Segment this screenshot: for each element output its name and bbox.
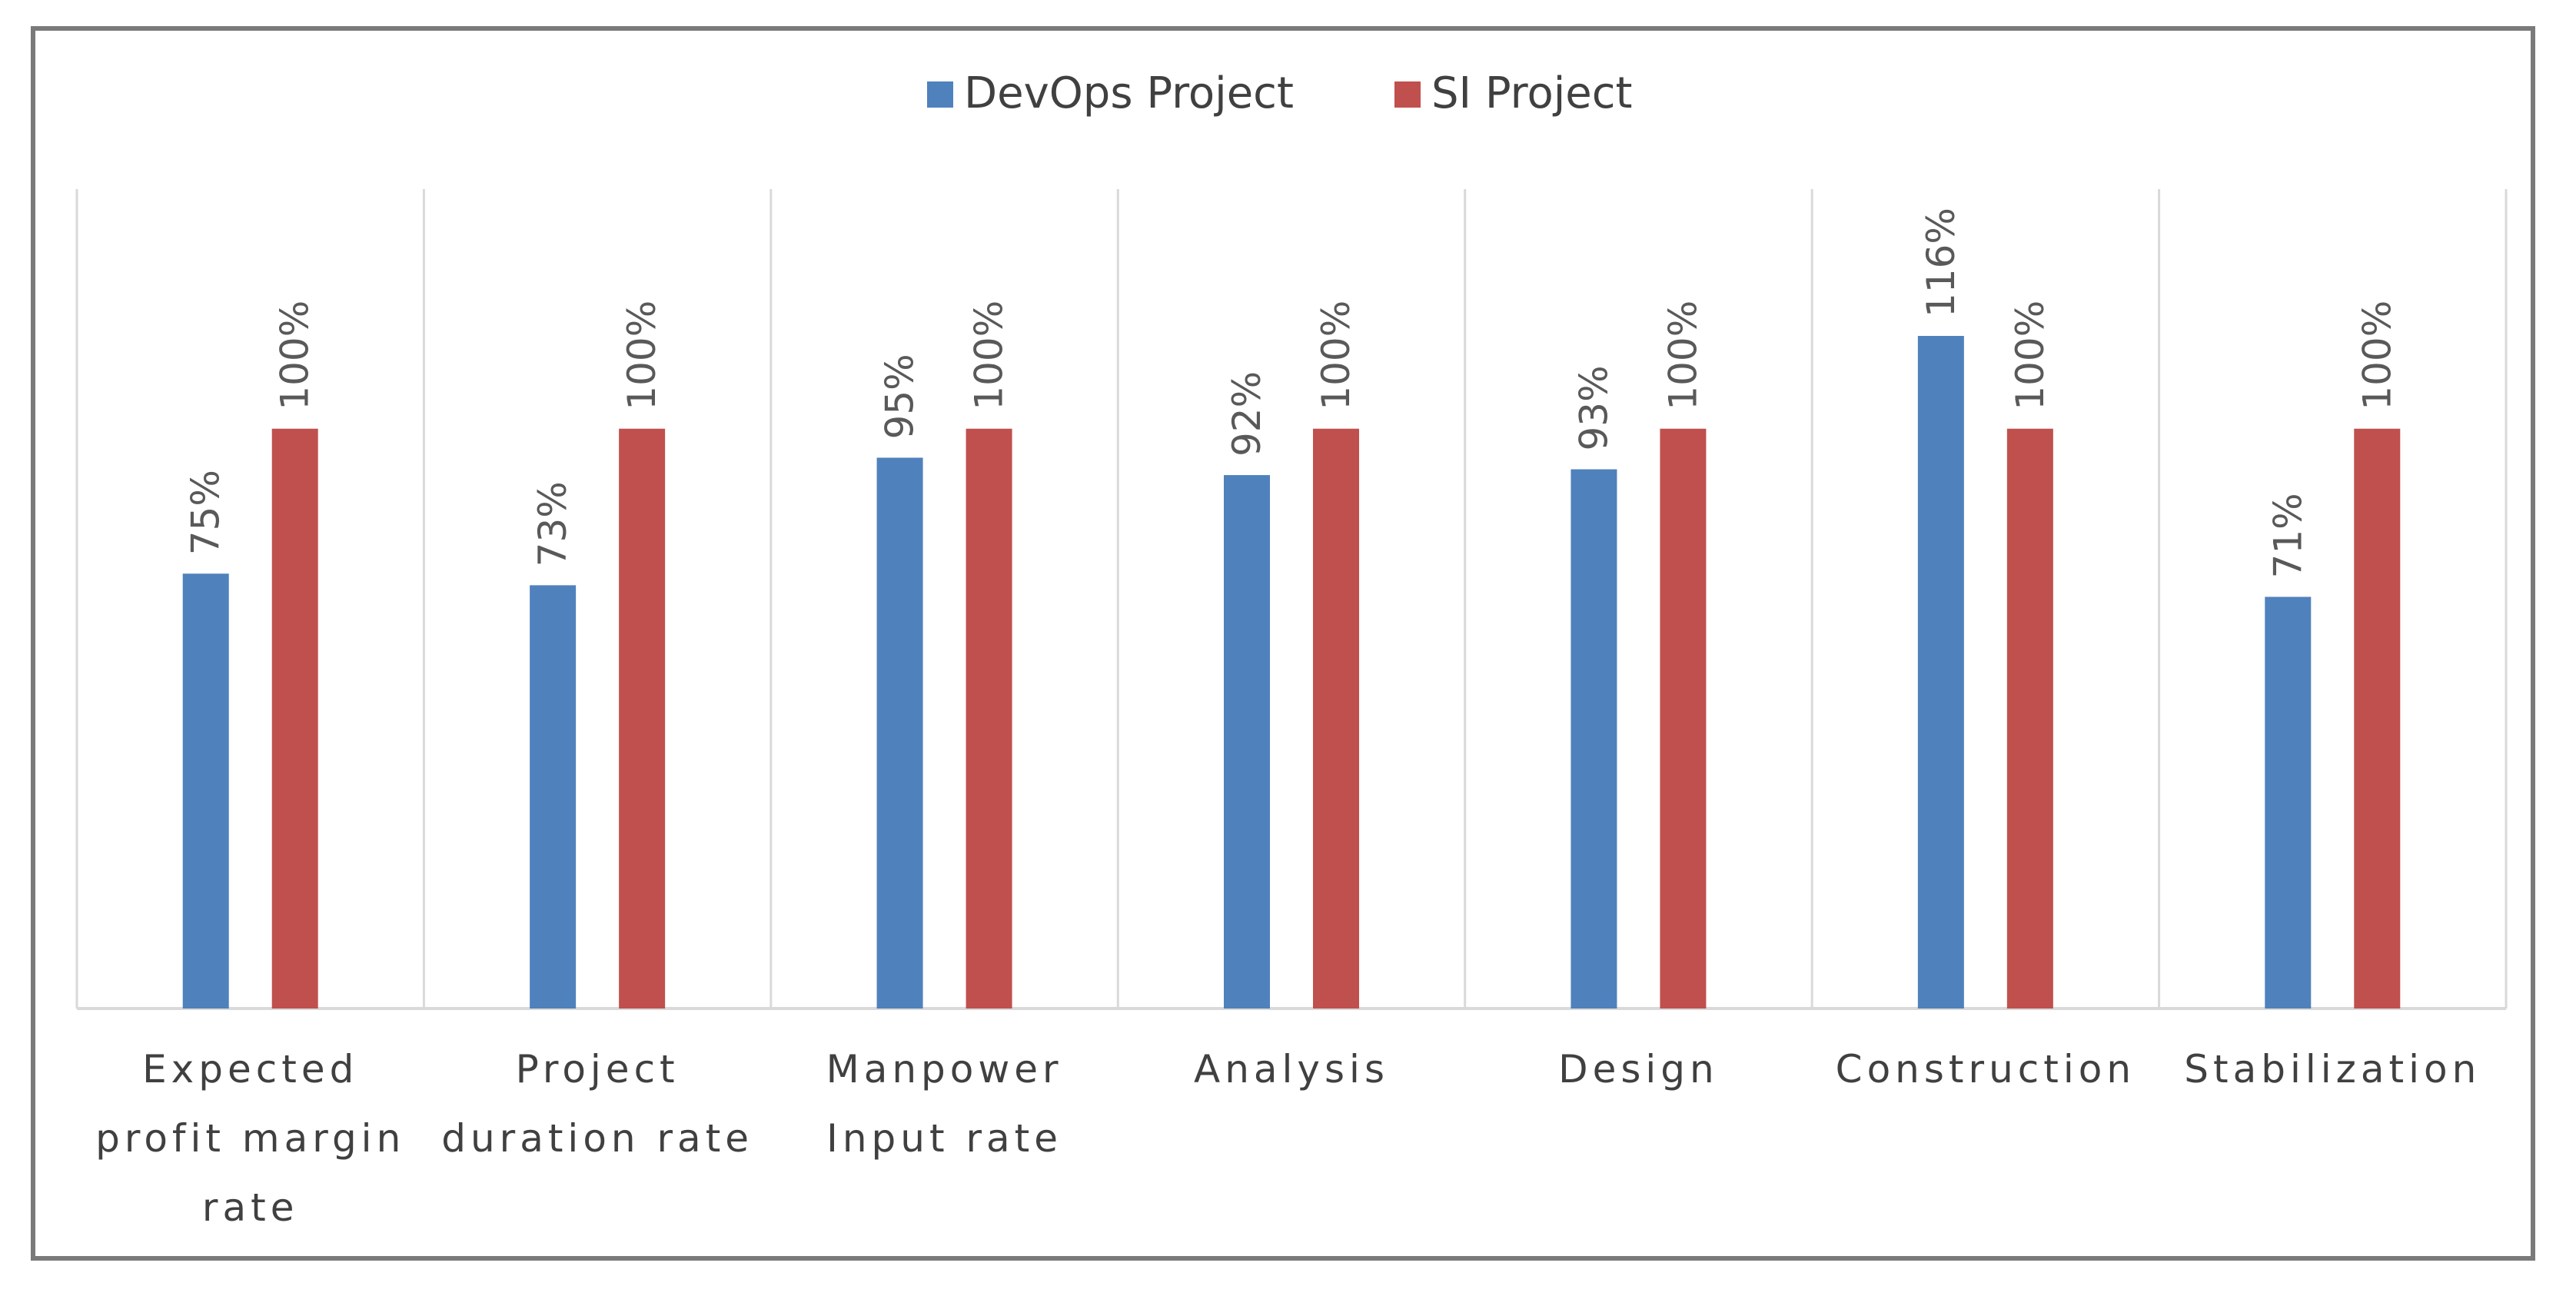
tick-label-5-0: Construction	[1836, 1047, 2136, 1092]
bar-1-6	[2354, 428, 2401, 1009]
bar-0-0	[182, 573, 229, 1009]
bar-0-3	[1224, 475, 1270, 1009]
bar-1-2	[966, 428, 1012, 1009]
legend: DevOps Project SI Project	[927, 68, 1632, 118]
data-label-1-6: 100%	[2355, 301, 2399, 410]
tick-label-0-1: profit margin	[95, 1116, 405, 1161]
chart-frame: DevOps Project SI Project 75% 100% 73% 100% 9…	[31, 26, 2535, 1261]
tick-label-0-0: Expected	[142, 1047, 358, 1092]
data-label-1-3: 100%	[1314, 301, 1358, 410]
legend-label-1: SI Project	[1431, 68, 1632, 118]
data-label-0-1: 73%	[530, 481, 575, 567]
tick-label-6-0: Stabilization	[2184, 1047, 2481, 1092]
tick-label-2-1: Input rate	[826, 1116, 1062, 1161]
data-label-0-2: 95%	[878, 354, 922, 439]
tick-label-1-0: Project	[516, 1047, 680, 1092]
bar-1-1	[619, 428, 666, 1009]
legend-label-0: DevOps Project	[964, 68, 1294, 118]
category-tick-labels: Expected profit margin rate Project duration…	[95, 1047, 2481, 1230]
data-label-0-3: 92%	[1225, 371, 1269, 457]
gridlines	[75, 189, 2508, 1010]
bar-0-6	[2265, 596, 2312, 1009]
data-label-1-0: 100%	[273, 301, 317, 410]
bar-0-4	[1571, 469, 1617, 1009]
bar-1-0	[271, 428, 318, 1009]
data-label-0-5: 116%	[1919, 208, 1963, 317]
data-label-1-5: 100%	[2008, 301, 2052, 410]
data-label-0-0: 75%	[184, 470, 228, 555]
bars	[182, 336, 2401, 1009]
data-label-1-2: 100%	[967, 301, 1012, 410]
bar-1-4	[1660, 428, 1707, 1009]
bar-0-1	[530, 585, 577, 1009]
tick-label-3-0: Analysis	[1194, 1047, 1389, 1092]
legend-swatch-1	[1394, 81, 1421, 108]
data-labels: 75% 100% 73% 100% 95% 100% 92% 100% 93% 100% 116% 1…	[184, 208, 2400, 578]
bar-1-3	[1313, 428, 1359, 1009]
bar-0-5	[1917, 336, 1964, 1009]
data-label-0-6: 71%	[2265, 493, 2310, 578]
tick-label-4-0: Design	[1558, 1047, 1719, 1092]
data-label-0-4: 93%	[1571, 365, 1616, 450]
bar-1-5	[2006, 428, 2053, 1009]
bar-0-2	[876, 457, 923, 1009]
legend-swatch-0	[927, 81, 953, 108]
tick-label-2-0: Manpower	[826, 1047, 1063, 1092]
data-label-1-4: 100%	[1660, 301, 1705, 410]
tick-label-1-1: duration rate	[441, 1116, 753, 1161]
chart-svg: DevOps Project SI Project 75% 100% 73% 100% 9…	[75, 68, 2508, 1230]
tick-label-0-2: rate	[202, 1185, 299, 1230]
data-label-1-1: 100%	[620, 301, 664, 410]
